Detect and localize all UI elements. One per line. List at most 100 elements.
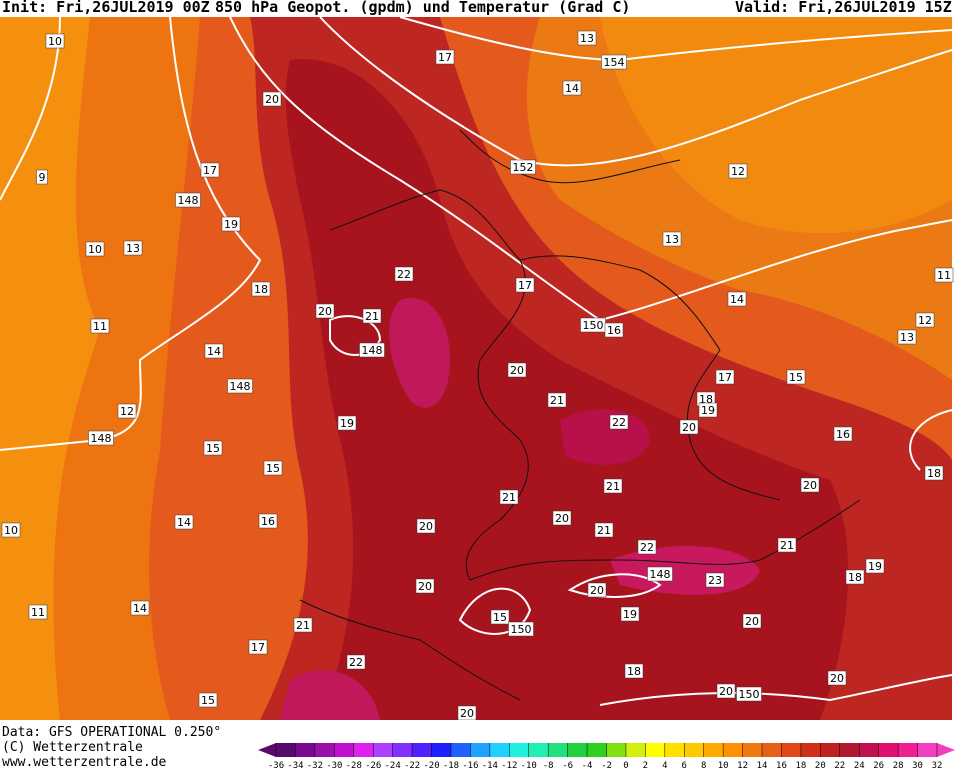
contour-label: 20: [460, 707, 474, 720]
contour-label: 10: [4, 524, 18, 537]
contour-label: 148: [178, 194, 199, 207]
contour-label: 150: [511, 623, 532, 636]
contour-label: 15: [266, 462, 280, 475]
contour-label-box: [394, 266, 414, 282]
contour-label-box: [587, 582, 607, 598]
contour-label-box: [346, 654, 366, 670]
contour-label: 22: [612, 416, 626, 429]
contour-label: 17: [518, 279, 532, 292]
colorbar-tick-label: -6: [562, 761, 573, 770]
colorbar-segment: [645, 743, 666, 757]
contour-label-box: [594, 522, 614, 538]
colorbar-segment: [567, 743, 588, 757]
colorbar-tick-label: 6: [682, 761, 687, 770]
valid-text: Valid: Fri,26JUL2019 15Z: [735, 0, 952, 16]
contour-label-box: [915, 312, 935, 328]
colorbar-tick-label: 0: [623, 761, 628, 770]
contour-label-box: [85, 241, 105, 257]
colorbar-tick-label: -30: [326, 761, 342, 770]
contour-line: [319, 16, 953, 167]
website: www.wetterzentrale.de: [2, 755, 167, 770]
contour-label-box: [117, 403, 137, 419]
colorbar-tick-label: -14: [482, 761, 498, 770]
contour-label-box: [499, 489, 519, 505]
contour-label: 11: [31, 606, 45, 619]
contour-label-box: [800, 477, 820, 493]
colorbar-segment: [781, 743, 802, 757]
field-warm-west: [0, 17, 100, 720]
border-line: [519, 255, 781, 501]
contour-label: 20: [318, 305, 332, 318]
contour-label-box: [175, 192, 201, 208]
contour-label: 18: [848, 571, 862, 584]
contour-label-box: [736, 686, 762, 702]
contour-label-box: [934, 267, 954, 283]
contour-label: 150: [739, 688, 760, 701]
contour-label: 20: [745, 615, 759, 628]
colorbar-segment: [917, 743, 938, 757]
contour-label-box: [609, 414, 629, 430]
contour-label-box: [742, 613, 762, 629]
colorbar-segment: [587, 743, 607, 757]
colorbar-segment: [295, 743, 316, 757]
colorbar-tick-label: 32: [932, 761, 943, 770]
contour-label-box: [620, 606, 640, 622]
contour-label-box: [624, 663, 644, 679]
contour-label: 22: [349, 656, 363, 669]
contour-label-box: [1, 522, 21, 538]
colorbar-tick-label: -22: [404, 761, 420, 770]
contour-label: 9: [39, 171, 46, 184]
contour-label-box: [227, 378, 253, 394]
contour-label: 21: [550, 394, 564, 407]
colorbar-tick-label: -20: [423, 761, 439, 770]
contour-label: 10: [48, 35, 62, 48]
colorbar-segment: [606, 743, 627, 757]
contour-label: 23: [708, 574, 722, 587]
contour-label: 17: [438, 51, 452, 64]
contour-label-box: [827, 670, 847, 686]
contour-label-box: [28, 604, 48, 620]
borders: [299, 129, 861, 701]
contour-label: 18: [254, 283, 268, 296]
colorbar-segment: [839, 743, 860, 757]
colorbar-tick-label: -28: [346, 761, 362, 770]
contour-label-box: [204, 343, 224, 359]
contour-label: 21: [502, 491, 516, 504]
contour-label-box: [337, 415, 357, 431]
border-line: [469, 499, 861, 581]
field-peak-a: [389, 298, 450, 408]
contour-label: 19: [701, 404, 715, 417]
map-title: 850 hPa Geopot. (gpdm) und Temperatur (G…: [215, 0, 630, 16]
contour-label-box: [510, 159, 536, 175]
colorbar-segment: [470, 743, 491, 757]
colorbar-segment: [412, 743, 433, 757]
contour-label-box: [263, 460, 283, 476]
contour-label: 15: [493, 611, 507, 624]
colorbar-tick-label: -4: [582, 761, 593, 770]
contour-label: 20: [510, 364, 524, 377]
contour-label: 12: [731, 165, 745, 178]
contour-label: 14: [177, 516, 191, 529]
contour-label-box: [833, 426, 853, 442]
contour-label: 21: [597, 524, 611, 537]
contour-label-box: [174, 514, 194, 530]
contour-label: 18: [627, 665, 641, 678]
init-text: Init: Fri,26JUL2019 00Z: [2, 0, 210, 16]
contour-label: 15: [206, 442, 220, 455]
contour-label-box: [705, 572, 725, 588]
contour-label-box: [248, 639, 268, 655]
contour-label: 19: [868, 560, 882, 573]
colorbar-tick-label: 16: [776, 761, 787, 770]
colorbar-segment: [723, 743, 744, 757]
colorbar-segment: [762, 743, 782, 757]
contour-label: 17: [251, 641, 265, 654]
contour-label: 13: [665, 233, 679, 246]
contour-label: 13: [580, 32, 594, 45]
contour-label: 148: [650, 568, 671, 581]
colorbar-tick-label: 22: [834, 761, 845, 770]
contour-label: 22: [397, 268, 411, 281]
colorbar-tick-label: -24: [385, 761, 401, 770]
colorbar-segment: [431, 743, 452, 757]
colorbar-segment: [548, 743, 569, 757]
contour-label: 22: [640, 541, 654, 554]
